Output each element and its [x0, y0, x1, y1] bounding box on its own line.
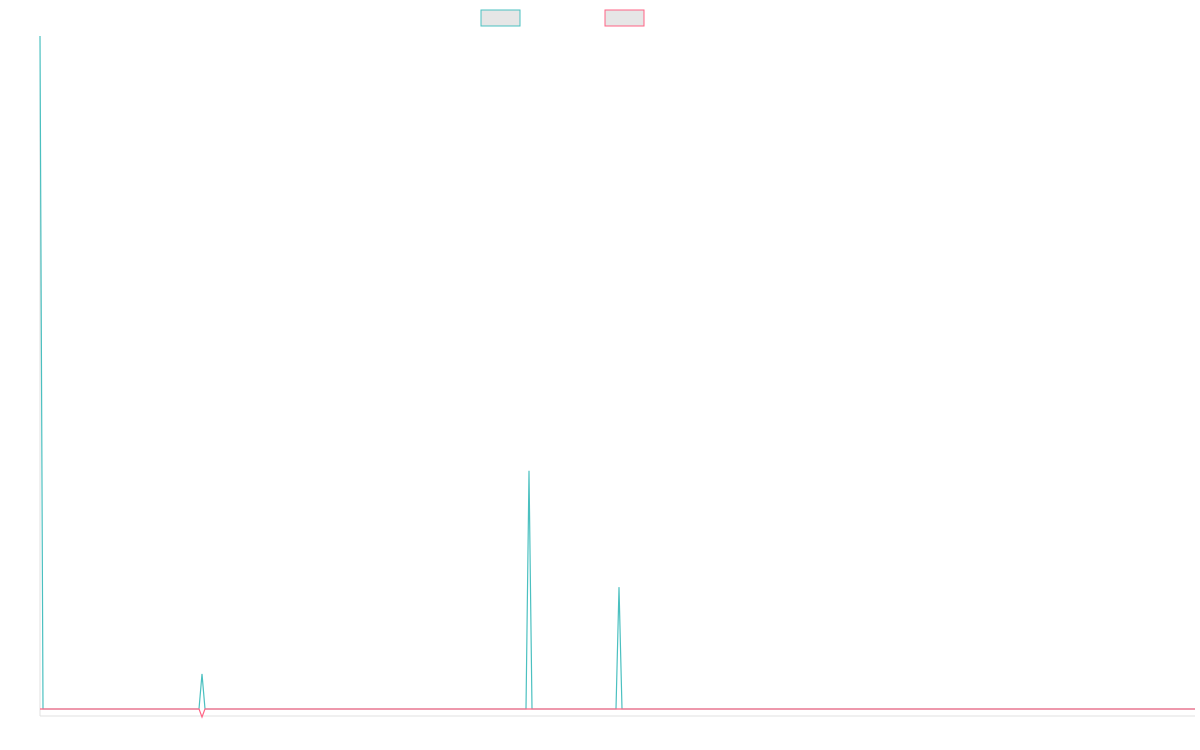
legend-swatch	[604, 9, 645, 27]
line	[40, 708, 1195, 719]
legend-swatch	[480, 9, 521, 27]
line	[39, 35, 1195, 710]
